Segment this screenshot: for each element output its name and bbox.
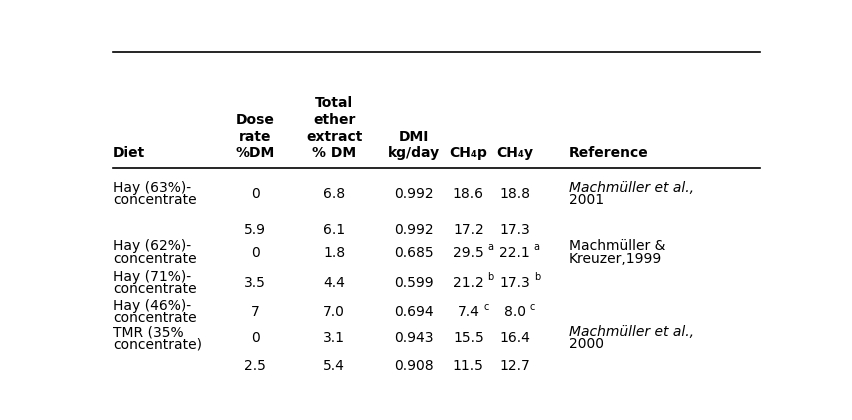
Text: 0.908: 0.908	[394, 359, 434, 373]
Text: c: c	[530, 302, 535, 312]
Text: 18.6: 18.6	[453, 187, 484, 201]
Text: %DM: %DM	[235, 146, 274, 160]
Text: Hay (62%)-: Hay (62%)-	[113, 239, 191, 253]
Text: TMR (35%: TMR (35%	[113, 325, 184, 339]
Text: 0.694: 0.694	[394, 305, 434, 319]
Text: Hay (46%)-: Hay (46%)-	[113, 299, 191, 313]
Text: Hay (63%)-: Hay (63%)-	[113, 181, 191, 195]
Text: 6.8: 6.8	[323, 187, 345, 201]
Text: Machmüller &: Machmüller &	[569, 239, 665, 253]
Text: concentrate): concentrate)	[113, 337, 202, 352]
Text: DMI: DMI	[399, 129, 429, 144]
Text: b: b	[487, 273, 494, 282]
Text: concentrate: concentrate	[113, 252, 197, 266]
Text: concentrate: concentrate	[113, 194, 197, 207]
Text: Hay (71%)-: Hay (71%)-	[113, 270, 191, 284]
Text: 0.992: 0.992	[394, 223, 434, 237]
Text: 7.0: 7.0	[324, 305, 345, 319]
Text: 0.943: 0.943	[394, 331, 434, 345]
Text: ether: ether	[314, 113, 355, 127]
Text: Dose: Dose	[236, 113, 274, 127]
Text: 0.685: 0.685	[394, 246, 434, 260]
Text: a: a	[533, 241, 539, 252]
Text: 17.2: 17.2	[453, 223, 484, 237]
Text: 3.5: 3.5	[245, 276, 266, 290]
Text: 21.2: 21.2	[453, 276, 484, 290]
Text: 2000: 2000	[569, 337, 604, 352]
Text: Total: Total	[315, 96, 354, 110]
Text: b: b	[533, 273, 540, 282]
Text: 0: 0	[250, 331, 260, 345]
Text: 0: 0	[250, 246, 260, 260]
Text: 5.9: 5.9	[244, 223, 266, 237]
Text: 29.5: 29.5	[453, 246, 484, 260]
Text: 7.4: 7.4	[458, 305, 480, 319]
Text: Machmüller et al.,: Machmüller et al.,	[569, 325, 694, 339]
Text: extract: extract	[306, 129, 362, 144]
Text: 2001: 2001	[569, 194, 604, 207]
Text: 8.0: 8.0	[504, 305, 526, 319]
Text: 6.1: 6.1	[323, 223, 345, 237]
Text: Reference: Reference	[569, 146, 648, 160]
Text: 7: 7	[250, 305, 260, 319]
Text: Diet: Diet	[113, 146, 146, 160]
Text: concentrate: concentrate	[113, 282, 197, 297]
Text: 2.5: 2.5	[245, 359, 266, 373]
Text: 11.5: 11.5	[453, 359, 484, 373]
Text: Machmüller et al.,: Machmüller et al.,	[569, 181, 694, 195]
Text: 0: 0	[250, 187, 260, 201]
Text: rate: rate	[239, 129, 271, 144]
Text: % DM: % DM	[312, 146, 356, 160]
Text: 0.599: 0.599	[394, 276, 434, 290]
Text: 0.992: 0.992	[394, 187, 434, 201]
Text: 22.1: 22.1	[499, 246, 530, 260]
Text: 15.5: 15.5	[453, 331, 484, 345]
Text: a: a	[487, 241, 493, 252]
Text: Kreuzer,1999: Kreuzer,1999	[569, 252, 662, 266]
Text: 16.4: 16.4	[499, 331, 530, 345]
Text: 4.4: 4.4	[324, 276, 345, 290]
Text: concentrate: concentrate	[113, 312, 197, 326]
Text: 17.3: 17.3	[499, 223, 530, 237]
Text: 18.8: 18.8	[499, 187, 530, 201]
Text: 12.7: 12.7	[499, 359, 530, 373]
Text: CH₄p: CH₄p	[449, 146, 487, 160]
Text: 3.1: 3.1	[323, 331, 345, 345]
Text: c: c	[484, 302, 489, 312]
Text: 17.3: 17.3	[499, 276, 530, 290]
Text: 5.4: 5.4	[324, 359, 345, 373]
Text: CH₄y: CH₄y	[496, 146, 533, 160]
Text: 1.8: 1.8	[323, 246, 345, 260]
Text: kg/day: kg/day	[388, 146, 440, 160]
